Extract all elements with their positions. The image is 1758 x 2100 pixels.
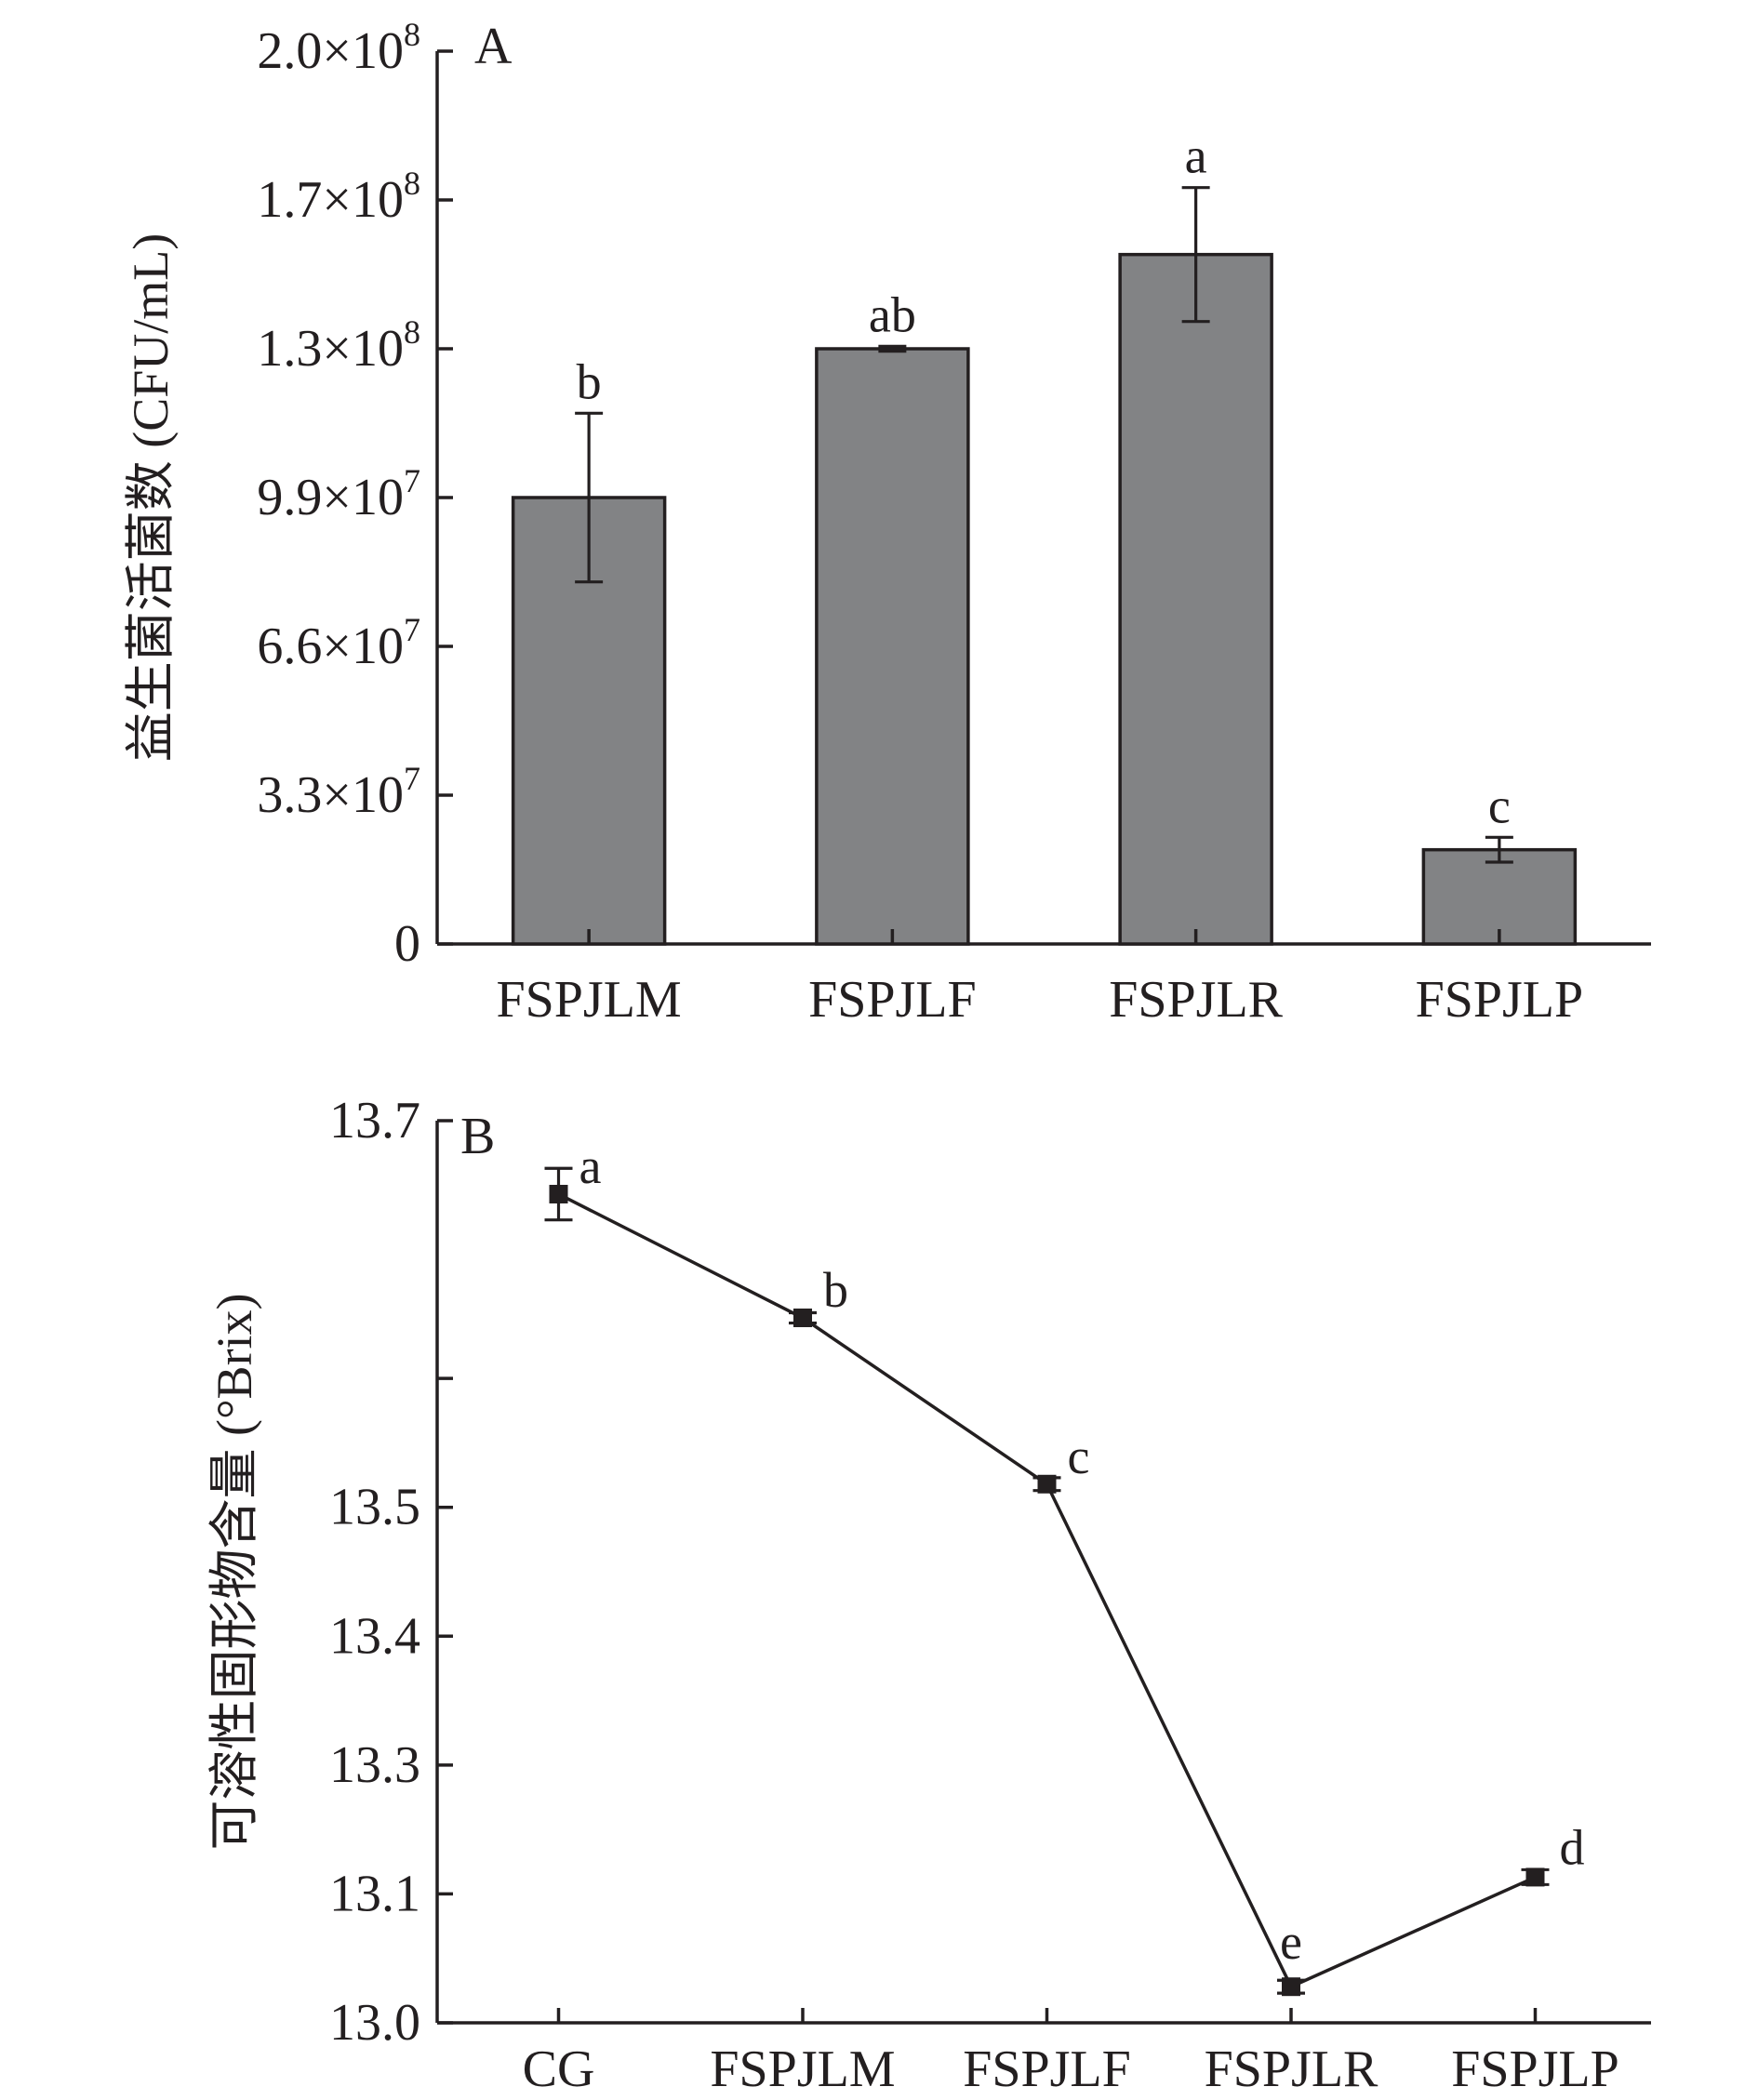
y-tick-label: 13.4: [329, 1607, 420, 1665]
y-tick-label: 0: [394, 915, 420, 973]
significance-letter: a: [1185, 128, 1207, 184]
x-category-label: FSPJLF: [963, 2040, 1131, 2098]
significance-letter: d: [1560, 1819, 1585, 1875]
x-category-label: FSPJLP: [1451, 2040, 1619, 2098]
significance-letter: c: [1488, 778, 1511, 833]
y-tick-label: 2.0×108: [257, 16, 420, 80]
y-tick-label: 13.1: [329, 1865, 420, 1922]
x-category-label: FSPJLM: [497, 971, 682, 1029]
x-category-label: FSPJLR: [1205, 2040, 1378, 2098]
data-point: [1037, 1474, 1057, 1494]
bar: [1118, 252, 1273, 946]
panel-a-bar-chart: 0 3.3×107 6.6×107 9.9×107 1.3×108 1.7×108 2.0×…: [123, 16, 1651, 1029]
y-tick-label: 13.3: [329, 1736, 420, 1794]
y-tick-label: 1.7×108: [257, 165, 420, 229]
y-tick-label: 9.9×107: [257, 462, 420, 526]
significance-letter: b: [823, 1262, 848, 1318]
y-tick-label: 6.6×107: [257, 611, 420, 675]
y-tick-label: 13.7: [329, 1092, 420, 1150]
y-tick-label: 3.3×107: [257, 760, 420, 824]
y-tick-label: 13.5: [329, 1479, 420, 1536]
x-category-label: FSPJLP: [1416, 971, 1584, 1029]
bar: [1421, 847, 1578, 946]
significance-letter: e: [1280, 1914, 1302, 1970]
panel-label: A: [474, 18, 513, 75]
y-axis-title: 益生菌活菌数 (CFU/mL): [123, 233, 179, 763]
significance-letter: ab: [869, 286, 916, 342]
significance-letter: c: [1068, 1429, 1090, 1484]
data-point: [1525, 1867, 1545, 1887]
series-line: [557, 1192, 1537, 1989]
x-category-label: FSPJLM: [710, 2040, 895, 2098]
x-category-label: FSPJLR: [1109, 971, 1283, 1029]
y-axis-title: 可溶性固形物含量 (°Brix): [206, 1293, 262, 1850]
data-point: [1282, 1977, 1300, 1997]
significance-letter: a: [579, 1138, 602, 1194]
data-point: [549, 1184, 568, 1203]
y-tick-label: 1.3×108: [257, 313, 420, 378]
panel-b-line-chart: 13.0 13.1 13.3 13.4 13.5 13.7 a CG b FSPJLM c FSPJL…: [206, 1092, 1651, 2098]
significance-letter: b: [577, 353, 602, 409]
x-category-label: CG: [523, 2040, 595, 2098]
y-tick-label: 13.0: [329, 1994, 420, 2052]
data-point: [793, 1309, 812, 1328]
x-category-label: FSPJLF: [808, 971, 977, 1029]
bar: [815, 347, 970, 946]
panel-label: B: [460, 1108, 495, 1165]
